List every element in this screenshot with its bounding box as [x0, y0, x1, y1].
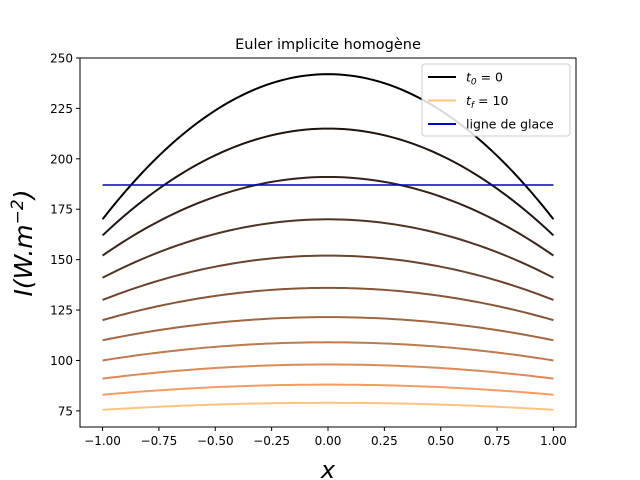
series-line-4	[102, 254, 554, 301]
y-tick-label: 100	[50, 354, 73, 368]
x-axis-label: x	[320, 456, 336, 480]
series-line-9	[102, 383, 554, 396]
y-tick-label: 150	[50, 253, 73, 267]
y-axis-label: I(W.m−2)	[8, 190, 38, 297]
chart-title: Euler implicite homogène	[235, 37, 421, 53]
legend-label-main: t	[466, 70, 472, 85]
x-tick-label: 0.00	[315, 434, 342, 448]
x-tick-label: 1.00	[540, 434, 567, 448]
x-tick-label: 0.25	[371, 434, 398, 448]
series-line-7	[102, 341, 554, 362]
y-tick-label: 250	[50, 52, 73, 66]
x-tick-label: −1.00	[84, 434, 121, 448]
series-line-3	[102, 218, 554, 279]
x-tick-label: −0.50	[197, 434, 234, 448]
axes-group: −1.00 −0.75 −0.50 −0.25 0.00 0.25 0.50 0.75 1.00…	[50, 52, 577, 448]
y-tick-label: 175	[50, 203, 73, 217]
legend-label-2: ligne de glace	[466, 117, 554, 132]
legend-label-1: tf = 10	[466, 93, 508, 111]
legend-label-main: ligne de glace	[466, 117, 554, 132]
legend-label-main: t	[466, 93, 472, 108]
series-line-5	[102, 286, 554, 322]
x-tick-label: 0.50	[427, 434, 454, 448]
y-axis-label-exp: −2	[8, 199, 28, 224]
y-tick-label: 200	[50, 152, 73, 166]
x-tick-label: −0.75	[141, 434, 178, 448]
series-line-2	[101, 175, 555, 257]
x-tick-label: 0.75	[484, 434, 511, 448]
curves-group	[101, 73, 555, 411]
y-tick-label: 225	[50, 102, 73, 116]
legend-label-rest: = 10	[474, 93, 508, 108]
legend-label-rest: = 0	[477, 70, 503, 85]
y-tick-label: 125	[50, 304, 73, 318]
legend-label-0: t0 = 0	[466, 70, 503, 88]
y-axis-label-main: I(W.m	[9, 224, 38, 296]
series-line-1	[101, 127, 555, 237]
legend-label-sub: f	[471, 101, 476, 111]
series-line-10	[102, 401, 554, 411]
legend-label-sub: 0	[471, 78, 477, 88]
legend-box	[421, 63, 571, 137]
x-tick-label: −0.25	[253, 434, 290, 448]
y-axis-label-close: )	[9, 190, 38, 202]
series-line-0	[101, 73, 555, 220]
y-tick-label: 75	[58, 404, 73, 418]
series-line-8	[102, 363, 554, 380]
series-line-6	[102, 316, 554, 342]
